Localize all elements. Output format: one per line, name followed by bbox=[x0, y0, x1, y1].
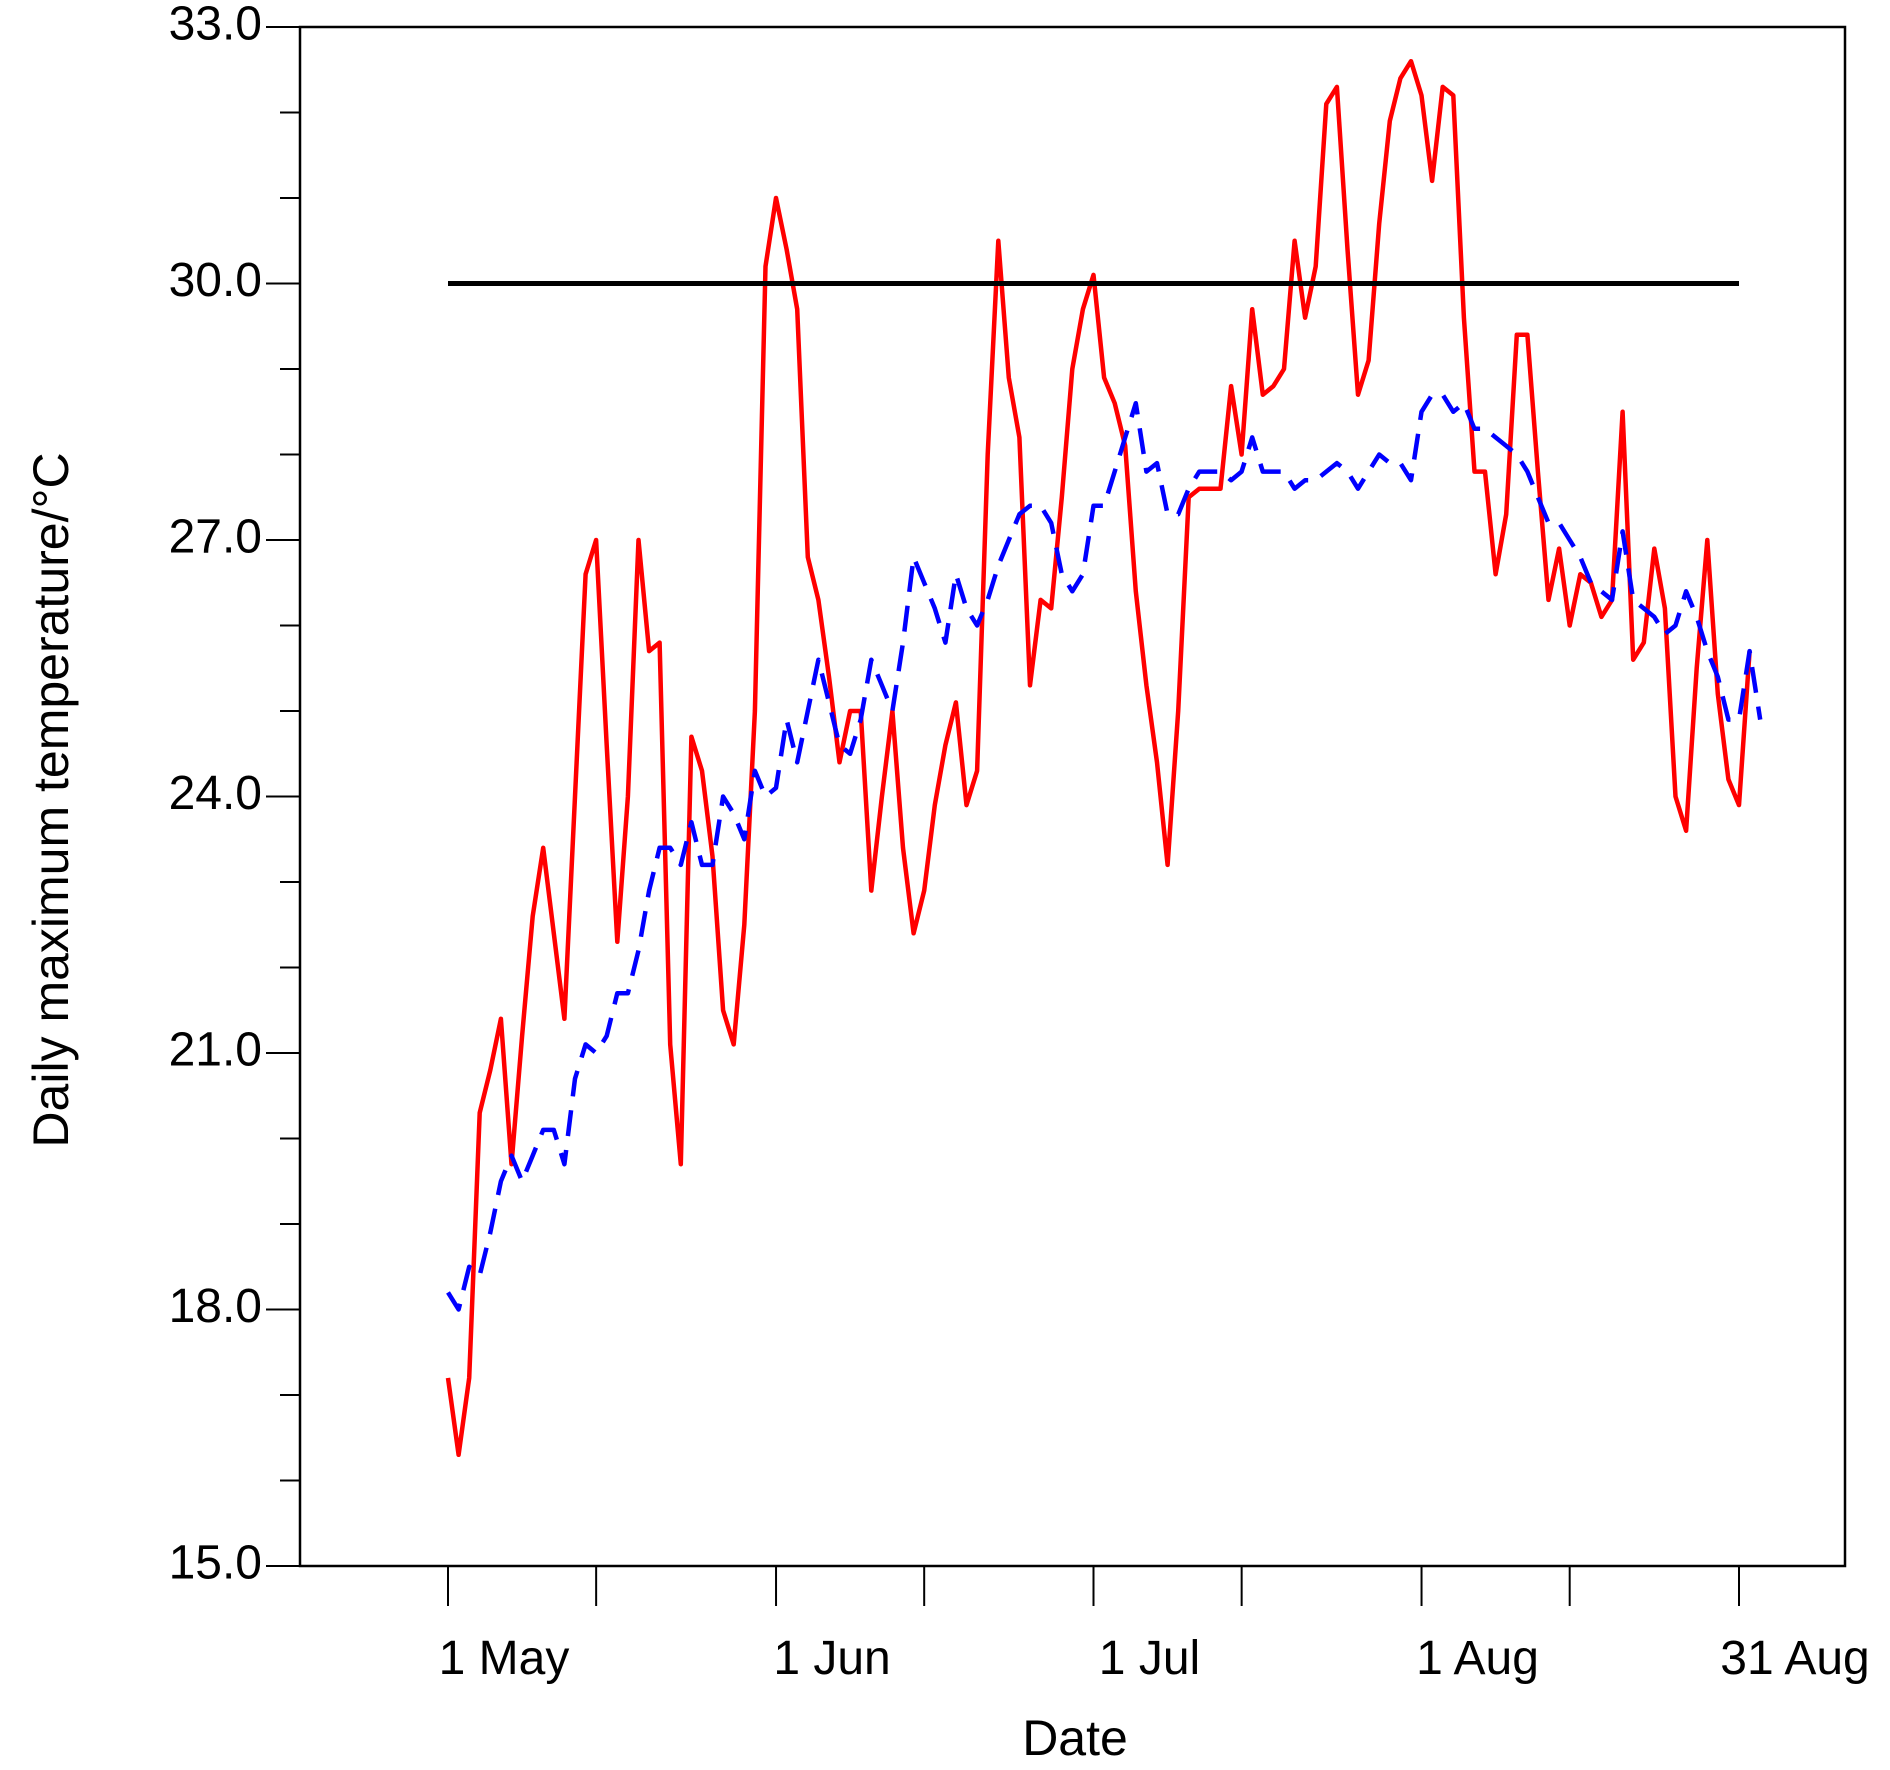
x-tick-label: 1 Jun bbox=[773, 1632, 890, 1685]
y-tick-label: 27.0 bbox=[169, 511, 262, 564]
axes-layer: 15.0 18.0 21.0 24.0 27.0 30.0 33.0 1 May 1 Jun 1 … bbox=[169, 0, 1870, 1685]
y-tick-label: 21.0 bbox=[169, 1024, 262, 1077]
y-tick-label: 24.0 bbox=[169, 767, 262, 820]
y-axis-title: Daily maximum temperature/°C bbox=[23, 452, 79, 1147]
y-tick-label: 18.0 bbox=[169, 1280, 262, 1333]
x-tick-label: 31 Aug bbox=[1720, 1632, 1869, 1685]
series-line-red bbox=[445, 58, 1752, 1458]
y-tick-label: 33.0 bbox=[169, 0, 262, 51]
series-line-blue-dashed bbox=[446, 392, 1763, 1312]
series-layer bbox=[445, 58, 1763, 1458]
y-tick-label: 15.0 bbox=[169, 1537, 262, 1590]
x-tick-label: 1 Aug bbox=[1416, 1632, 1539, 1685]
plot-frame bbox=[298, 25, 1847, 1568]
x-tick-label: 1 May bbox=[439, 1632, 570, 1685]
x-axis-title: Date bbox=[1022, 1710, 1128, 1766]
x-tick-label: 1 Jul bbox=[1099, 1632, 1200, 1685]
y-tick-label: 30.0 bbox=[169, 254, 262, 307]
